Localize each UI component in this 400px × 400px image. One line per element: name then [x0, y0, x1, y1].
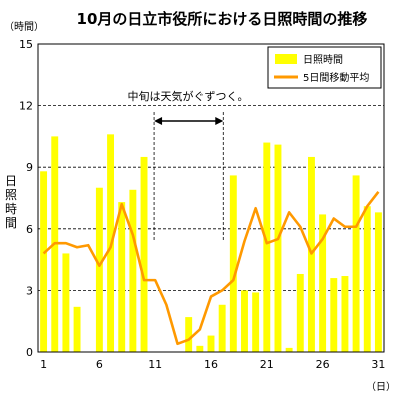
legend-label-bar: 日照時間 [303, 54, 343, 66]
legend: 日照時間 5日間移動平均 [267, 46, 382, 89]
sunshine-bar [196, 345, 204, 352]
legend-label-line: 5日間移動平均 [303, 71, 369, 84]
sunshine-bar [296, 273, 304, 352]
moving-average-series [42, 191, 380, 346]
y-tick-label: 15 [19, 38, 33, 51]
y-axis-label: 日照時間 [5, 174, 17, 230]
y-tick-label: 12 [19, 100, 33, 113]
legend-box [267, 46, 382, 89]
sunshine-bar [129, 189, 137, 352]
x-tick-label: 26 [316, 358, 330, 371]
sunshine-bar [218, 304, 226, 352]
sunshine-bar [285, 347, 293, 352]
sunshine-bar [252, 292, 260, 352]
sunshine-bar [229, 175, 237, 352]
sunshine-bar [274, 144, 282, 352]
y-axis-label-char: 間 [5, 216, 17, 230]
sunshine-bar [185, 317, 193, 352]
sunshine-bar [319, 214, 327, 352]
sunshine-bar [374, 212, 382, 352]
x-tick-labels: 1 6 11 16 21 26 31 [40, 358, 385, 371]
legend-swatch-bar [275, 54, 297, 64]
sunshine-bar [363, 206, 371, 352]
x-tick-label: 11 [148, 358, 162, 371]
annotation-arrowhead-left [154, 117, 163, 125]
sunshine-bar [118, 202, 126, 352]
y-tick-label: 3 [26, 284, 33, 297]
sunshine-bar [263, 142, 271, 352]
sunshine-bar [341, 276, 349, 352]
y-axis-label-char: 照 [5, 188, 17, 202]
y-tick-label: 0 [26, 346, 33, 359]
y-axis-label-char: 日 [5, 174, 17, 188]
sunshine-bar [62, 253, 70, 352]
x-tick-label: 1 [40, 358, 47, 371]
annotation-text: 中旬は天気がぐずつく。 [128, 89, 249, 103]
y-tick-label: 6 [26, 223, 33, 236]
grid-lines [38, 105, 384, 291]
sunshine-bar [140, 156, 148, 352]
y-axis-unit: （時間） [4, 21, 44, 33]
sunshine-bar [241, 290, 248, 352]
sunshine-bar [352, 175, 360, 352]
sunshine-bar [95, 187, 103, 352]
x-tick-label: 21 [260, 358, 274, 371]
y-tick-labels: 0 3 6 9 12 15 [19, 38, 33, 359]
sunshine-bar [330, 278, 338, 352]
x-tick-label: 16 [204, 358, 218, 371]
chart-title: 10月の日立市役所における日照時間の推移 [77, 10, 368, 28]
plot-frame [37, 43, 385, 353]
x-axis-unit: （日） [366, 381, 396, 393]
moving-average-line [42, 191, 380, 346]
y-axis-label-char: 時 [5, 202, 17, 216]
x-tick-label: 31 [371, 358, 385, 371]
sunshine-bar [40, 171, 48, 352]
annotation: 中旬は天気がぐずつく。 [128, 89, 249, 242]
y-tick-label: 9 [26, 161, 33, 174]
sunshine-bar [207, 335, 215, 352]
sunshine-bar [73, 306, 81, 352]
x-tick-label: 6 [96, 358, 103, 371]
annotation-arrowhead-right [215, 117, 224, 125]
